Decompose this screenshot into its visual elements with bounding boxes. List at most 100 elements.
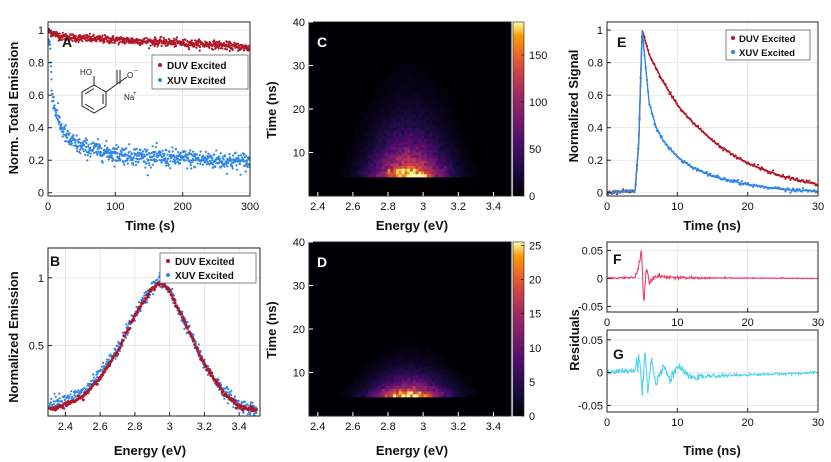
heatmap-cell [443,103,447,107]
heatmap-cell [376,98,380,102]
data-point [176,160,179,163]
heatmap-cell [370,122,374,126]
heatmap-cell [412,383,417,387]
heatmap-cell [367,168,372,172]
heatmap-cell [421,361,425,365]
heatmap-cell [390,133,394,137]
heatmap-cell [418,377,422,382]
heatmap-cell [415,348,419,352]
heatmap-cell [429,106,433,110]
heatmap-cell [443,122,447,126]
heatmap-cell [421,367,425,371]
heatmap-cell [460,147,464,151]
heatmap-cell [457,388,461,392]
heatmap-cell [373,174,377,178]
heatmap-cell [457,157,461,162]
heatmap-cell [466,168,470,172]
data-point [213,40,216,43]
heatmap-cell [359,141,363,145]
heatmap-cell [393,117,397,121]
heatmap-cell [454,383,459,387]
heatmap-cell [384,87,388,91]
heatmap-cell [438,133,442,137]
data-point [189,162,192,165]
heatmap-cell [435,394,439,398]
legend-label-xuv: XUV Excited [167,76,226,87]
heatmap-cell [345,386,349,390]
heatmap-cell [362,388,366,392]
heatmap-cell [381,375,386,379]
heatmap-cell [359,125,363,129]
heatmap-cell [438,114,442,118]
heatmap-cell [432,394,436,398]
heatmap-cell [390,353,394,357]
heatmap-cell [421,84,425,88]
heatmap-cell [418,119,422,123]
heatmap-cell [387,111,391,115]
heatmap-cell [452,386,456,390]
heatmap-cell [404,342,408,346]
data-point [165,164,168,167]
heatmap-cell [404,109,408,113]
heatmap-cell [379,133,383,137]
heatmap-cell [418,171,422,175]
heatmap-cell [421,163,425,167]
data-point [175,36,178,39]
heatmap-cell [390,84,394,88]
heatmap-cell [421,87,425,91]
heatmap-cell [452,168,456,172]
data-layer [607,250,818,301]
heatmap-cell [379,377,383,382]
heatmap-cell [426,375,431,379]
data-point [717,142,720,145]
heatmap-cell [454,367,459,371]
data-point [53,107,57,110]
heatmap-cell [415,119,419,123]
heatmap-cell [421,81,425,85]
heatmap-cell [381,149,386,153]
data-point [207,152,210,155]
heatmap-cell [365,117,369,121]
heatmap-cell [339,171,344,175]
heatmap-cell [387,377,391,382]
heatmap-cell [435,125,439,129]
heatmap-cell [440,160,445,164]
heatmap-cell [365,128,369,132]
heatmap-cell [407,152,411,156]
heatmap-cell [359,128,363,132]
heatmap-cell [421,128,425,132]
heatmap-cell [446,380,450,384]
heatmap-cell [381,98,386,102]
heatmap-cell [356,163,360,167]
heatmap-cell [381,109,386,113]
heatmap-cell [407,353,411,357]
y-tick-label: 0.4 [588,123,603,135]
heatmap-cell [446,141,450,145]
heatmap-cell [365,109,369,113]
heatmap-cell [432,361,436,365]
heatmap-cell [438,122,442,126]
heatmap-cell [412,372,417,376]
data-point [181,38,185,41]
heatmap-cell [367,138,372,143]
data-point [199,162,202,165]
heatmap-cell [387,117,391,121]
heatmap-cell [407,111,411,115]
heatmap-cell [401,119,405,123]
residual-line [607,250,818,301]
data-point [801,179,805,182]
heatmap-cell [460,386,464,390]
data-point [156,278,159,281]
heatmap-cell [381,171,386,175]
heatmap-cell [457,391,461,395]
heatmap-cell [407,103,411,107]
data-point [63,398,66,401]
heatmap-cell [365,168,369,172]
heatmap-cell [407,130,411,134]
heatmap-cell [426,133,431,137]
heatmap-cell [418,166,422,170]
heatmap-cell [395,361,400,365]
data-point [53,400,57,403]
heatmap-cell [398,367,402,371]
heatmap-cell [379,171,383,175]
